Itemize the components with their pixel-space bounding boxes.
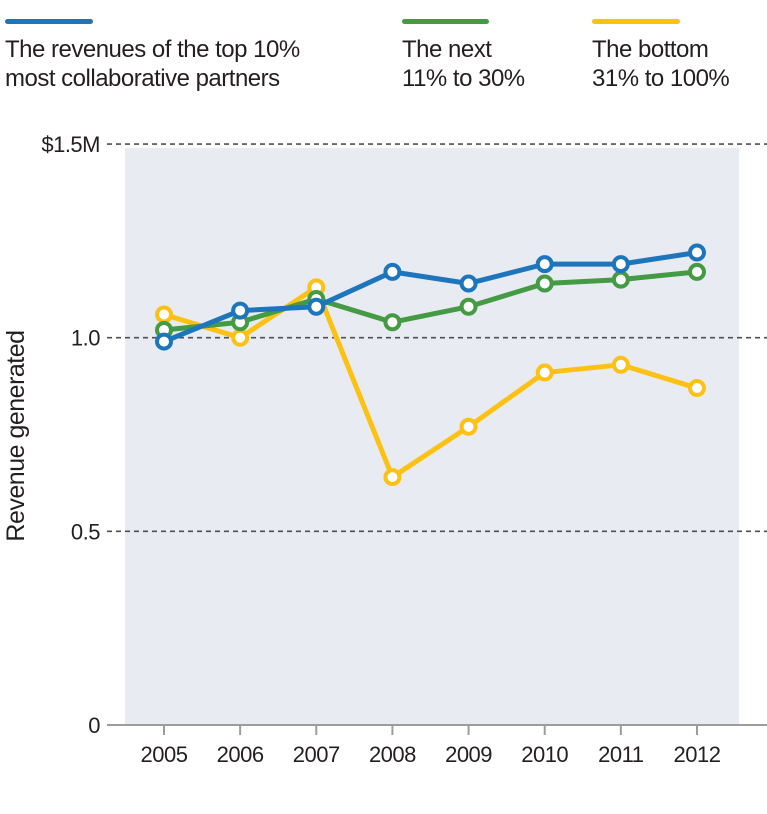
data-point-marker-0 xyxy=(383,262,402,281)
data-point-marker-2 xyxy=(231,328,250,347)
chart-legend: The revenues of the top 10% most collabo… xyxy=(0,0,767,118)
data-point-marker-2 xyxy=(611,355,630,374)
data-point-marker-1 xyxy=(611,270,630,289)
series-line-2 xyxy=(161,284,700,480)
data-point-marker-2 xyxy=(383,468,402,487)
data-point-marker-1 xyxy=(535,274,554,293)
data-point-marker-0 xyxy=(535,255,554,274)
data-point-marker-2 xyxy=(535,363,554,382)
data-point-marker-1 xyxy=(383,313,402,332)
x-tick-label: 2008 xyxy=(369,742,416,767)
y-tick-label: 1.0 xyxy=(71,326,100,351)
y-axis-title: Revenue generated xyxy=(2,330,30,541)
data-point-marker-0 xyxy=(231,301,250,320)
legend-item-next-11-30: The next 11% to 30% xyxy=(402,19,582,93)
legend-item-top-10: The revenues of the top 10% most collabo… xyxy=(5,19,385,93)
legend-swatch-bottom-31-100 xyxy=(592,19,680,24)
y-tick-label: 0.5 xyxy=(71,519,100,544)
data-point-marker-2 xyxy=(687,379,706,398)
legend-swatch-next-11-30 xyxy=(402,19,489,24)
x-tick-label: 2007 xyxy=(293,742,340,767)
data-point-marker-0 xyxy=(459,274,478,293)
y-tick-label: $1.5M xyxy=(41,132,100,157)
data-point-marker-0 xyxy=(687,243,706,262)
data-point-marker-0 xyxy=(155,332,173,351)
plot-area xyxy=(125,148,739,725)
legend-label-top-10: The revenues of the top 10% most collabo… xyxy=(5,36,300,92)
legend-label-next-11-30: The next 11% to 30% xyxy=(402,36,525,92)
data-point-marker-2 xyxy=(459,417,478,436)
data-point-marker-1 xyxy=(687,262,706,281)
x-tick-label: 2012 xyxy=(674,742,721,767)
series-line-0 xyxy=(161,249,700,345)
legend-item-bottom-31-100: The bottom 31% to 100% xyxy=(592,19,762,93)
data-point-marker-1 xyxy=(459,297,478,316)
x-tick-label: 2010 xyxy=(521,742,568,767)
data-point-marker-0 xyxy=(611,255,630,274)
y-tick-label: 0 xyxy=(88,713,100,738)
x-tick-label: 2009 xyxy=(445,742,492,767)
legend-swatch-top-10 xyxy=(5,19,93,24)
x-tick-label: 2006 xyxy=(217,742,264,767)
legend-label-bottom-31-100: The bottom 31% to 100% xyxy=(592,36,730,92)
series-line-1 xyxy=(161,269,700,333)
data-point-marker-0 xyxy=(307,297,326,316)
x-tick-label: 2011 xyxy=(598,742,644,767)
x-tick-label: 2005 xyxy=(141,742,188,767)
data-point-marker-2 xyxy=(155,305,173,324)
